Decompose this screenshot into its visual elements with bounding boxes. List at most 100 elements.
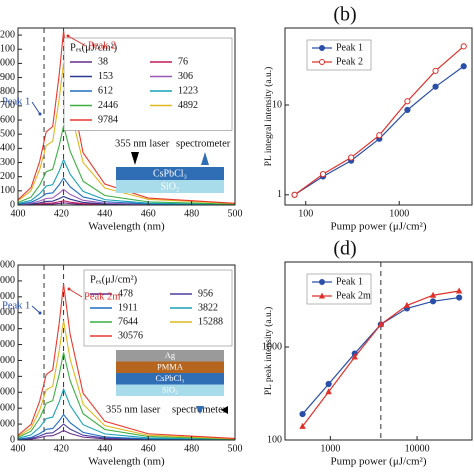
marker	[377, 320, 385, 327]
device-layer	[116, 384, 224, 396]
plot-area	[299, 262, 463, 440]
device-layer	[116, 167, 224, 180]
detector-arrow	[201, 152, 209, 165]
device-layer	[116, 361, 224, 373]
y-tick-label: 4000	[0, 371, 15, 382]
x-tick-label: 10000	[405, 443, 430, 454]
series-line	[18, 177, 235, 205]
y-tick-label: 900	[0, 72, 15, 83]
series-line	[18, 30, 235, 204]
y-tick-label: 1000	[262, 341, 282, 352]
legend-label: 153	[98, 71, 113, 82]
series-line	[18, 320, 235, 440]
series-line	[18, 284, 235, 439]
y-tick-label: 200	[0, 171, 15, 182]
axes-frame	[284, 27, 473, 206]
layer-label: Ag	[165, 350, 176, 360]
legend-title: Pₑₓ(μJ/cm²)	[90, 274, 138, 285]
y-tick-label: 300	[0, 157, 15, 168]
y-tick-label: 0	[10, 434, 15, 445]
series-line	[18, 352, 235, 440]
x-tick-label: 400	[11, 443, 26, 454]
y-tick-label: 6000	[0, 339, 15, 350]
x-tick-label: 460	[141, 443, 156, 454]
annotation-arrow	[31, 305, 41, 314]
series-line	[18, 429, 235, 440]
x-axis-label: Pump power (μJ/cm²)	[331, 456, 427, 468]
x-axis-label: Wavelength (nm)	[88, 456, 165, 468]
legend-label: 3822	[198, 302, 218, 313]
x-tick-label: 480	[184, 208, 199, 219]
marker	[404, 106, 411, 114]
y-tick-label: 500	[0, 128, 15, 139]
legend-box	[306, 39, 372, 71]
y-tick-label: 400	[0, 143, 15, 154]
axes-frame	[284, 261, 473, 441]
marker	[376, 132, 383, 139]
marker	[460, 63, 467, 70]
marker	[429, 291, 437, 298]
annotation-arrow	[67, 35, 87, 47]
arrow-head	[38, 311, 42, 315]
marker	[325, 380, 332, 388]
legend-label: 306	[178, 71, 193, 82]
legend-label: 15288	[198, 316, 223, 327]
marker	[291, 191, 298, 198]
legend-label: 956	[198, 288, 213, 299]
x-tick-label: 400	[11, 208, 26, 219]
plot-area	[291, 43, 467, 198]
marker	[432, 83, 439, 90]
laser-label: 355 nm laser	[106, 404, 161, 415]
y-tick-label: 1000	[0, 58, 15, 69]
arrow-head	[38, 112, 42, 116]
y-tick-label: 1000	[0, 418, 15, 429]
y-tick-label: 0	[10, 199, 15, 210]
annotation-arrow	[68, 288, 83, 298]
series-line	[18, 188, 235, 205]
x-tick-label: 500	[228, 208, 243, 219]
y-tick-label: 100	[0, 185, 15, 196]
arrow-head	[67, 287, 71, 291]
legend-label: 1223	[178, 85, 198, 96]
device-layer	[116, 350, 224, 362]
layer-label: SiO₂	[160, 181, 179, 192]
peak-annotation: Peak 1	[2, 96, 30, 107]
axes-frame	[17, 27, 236, 206]
laser-arrow	[131, 152, 139, 165]
legend-label: 76	[178, 56, 188, 67]
y-tick-label: 3000	[0, 387, 15, 398]
detector-arrow	[196, 406, 204, 414]
legend-label: Peak 1	[336, 276, 363, 287]
legend-label: 30576	[118, 330, 143, 341]
marker	[299, 410, 306, 418]
x-tick-label: 440	[97, 443, 112, 454]
marker	[348, 154, 355, 161]
y-axis-label: PL integral intensity (a.u.)	[263, 67, 274, 167]
legend-label: 9784	[98, 114, 118, 125]
peak-annotation: Peak 2m	[84, 291, 120, 302]
legend-label: 38	[98, 56, 108, 67]
y-tick-label: 10000	[0, 275, 15, 286]
x-tick-label: 420	[54, 443, 69, 454]
detector-label: spectrometer	[176, 138, 231, 149]
marker	[319, 171, 327, 178]
y-axis-label: PL peak intensity (a.u.)	[263, 307, 274, 396]
legend-marker	[319, 279, 325, 285]
plot-area	[18, 265, 235, 440]
x-axis-label: Wavelength (nm)	[88, 221, 165, 233]
laser-label: 355 nm laser	[115, 138, 170, 149]
legend-label: Peak 2m	[336, 290, 371, 301]
series-line	[18, 158, 235, 205]
layer-label: PMMA	[157, 362, 184, 372]
x-tick-label: 500	[228, 443, 243, 454]
series-line	[18, 195, 235, 205]
legend-box	[306, 273, 372, 305]
peak-annotation: Peak 2	[88, 40, 116, 51]
marker	[351, 353, 358, 360]
marker	[429, 298, 437, 305]
y-tick-label: 800	[0, 86, 15, 97]
legend-label: Peak 1	[336, 42, 363, 53]
peak-annotation: Peak 1	[2, 300, 30, 311]
y-tick-label: 2000	[0, 402, 15, 413]
